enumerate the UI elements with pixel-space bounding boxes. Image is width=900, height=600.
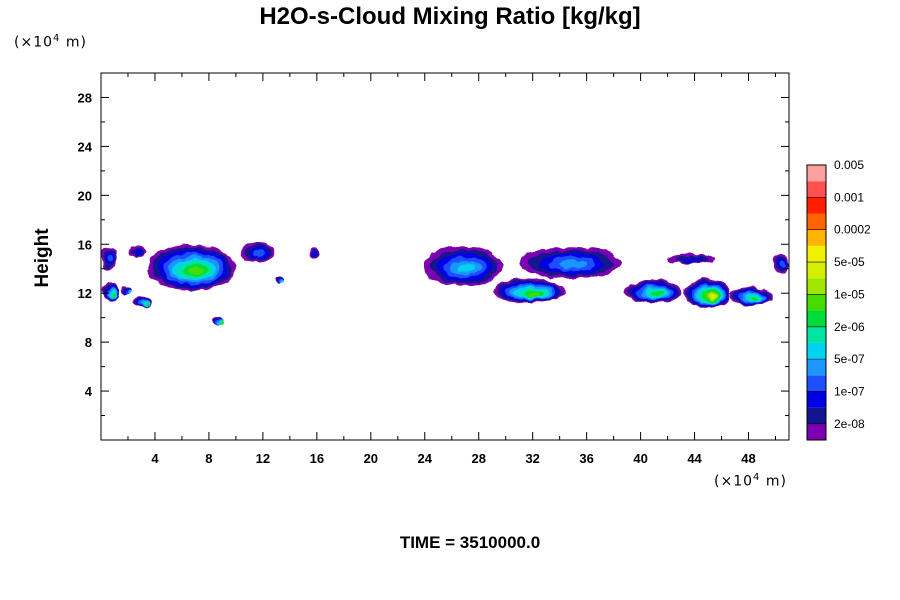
colorbar-label-3: 2e-06 [834,320,865,334]
colorbar-label-4: 1e-05 [834,287,865,301]
cloud-region-0 [101,246,118,269]
colorbar-label-1: 1e-07 [834,384,865,398]
contour-level-7 [751,297,760,301]
contour-level-2 [312,250,318,257]
x-axis-unit: (×104 m) [714,472,787,490]
contour-level-7 [112,293,117,298]
contour-level-5 [456,263,476,274]
colorbar: 2e-08 1e-07 5e-07 2e-06 1e-05 5e-05 0.0002 0.00… [806,158,871,441]
cloud-region-11 [683,278,730,308]
colorbar-swatch-9 [807,278,826,295]
colorbar-swatch-6 [807,326,826,343]
chart-title: H2O-s-Cloud Mixing Ratio [kg/kg] [259,3,641,30]
field-layer [101,241,789,325]
colorbar-label-6: 0.0002 [834,223,871,237]
colorbar-swatch-13 [807,213,826,230]
x-unit-prefix: (×10 [714,473,754,490]
x-tick-label-12: 12 [256,451,270,466]
x-tick-label-36: 36 [579,451,593,466]
contour-level-8 [527,291,540,296]
cloud-region-3 [239,241,276,263]
contour-level-3 [108,255,114,263]
contour-level-3 [779,261,786,269]
colorbar-swatch-10 [807,262,826,279]
contour-level-2 [134,249,143,255]
cloud-region-5 [423,246,504,286]
cloud-region-1 [127,245,147,257]
x-tick-label-48: 48 [741,451,755,466]
colorbar-swatch-8 [807,294,826,311]
x-tick-label-32: 32 [525,451,539,466]
y-tick-label-8: 8 [85,335,92,350]
colorbar-swatch-3 [807,375,826,392]
x-tick-label-4: 4 [151,451,159,466]
colorbar-swatch-2 [807,391,826,408]
contour-level-5 [127,290,131,293]
y-axis-unit: (×104 m) [14,33,87,51]
x-tick-label-28: 28 [471,451,485,466]
plot-frame [100,72,790,441]
x-tick-label-24: 24 [418,451,433,466]
colorbar-swatch-11 [807,245,826,263]
x-tick-label-44: 44 [687,451,702,466]
y-tick-label-12: 12 [78,286,92,301]
colorbar-swatch-14 [807,197,826,214]
y-tick-label-24: 24 [78,139,93,154]
x-tick-label-8: 8 [205,451,212,466]
x-unit-suffix: m) [760,473,787,490]
cloud-region-12 [729,287,773,306]
contour-level-8 [188,266,204,275]
colorbar-label-5: 5e-05 [834,255,865,269]
y-unit-prefix: (×10 [14,34,54,51]
colorbar-swatch-4 [807,359,826,376]
cloud-region-8 [772,254,789,274]
colorbar-swatch-0 [807,423,826,440]
colorbar-label-0: 2e-08 [834,417,865,431]
y-unit-exponent: 4 [53,33,61,44]
y-tick-label-4: 4 [85,384,93,399]
x-tick-label-40: 40 [633,451,647,466]
cloud-region-6 [519,246,622,279]
x-tick-label-20: 20 [364,451,378,466]
y-unit-suffix: m) [60,34,87,51]
colorbar-swatch-5 [807,342,826,360]
x-unit-exponent: 4 [753,472,761,483]
cloud-region-15 [212,316,225,325]
cloud-region-2 [146,244,236,291]
y-tick-label-16: 16 [78,237,92,252]
cloud-region-4 [308,246,320,259]
y-tick-label-20: 20 [78,188,92,203]
contour-level-7 [651,292,663,297]
cloud-region-10 [624,279,682,303]
y-tick-label-28: 28 [78,90,92,105]
cloud-region-9 [492,278,566,303]
contour-level-5 [280,280,284,283]
contour-level-4 [558,259,588,269]
contour-level-10 [709,295,716,300]
colorbar-swatch-1 [807,407,826,424]
contour-level-2 [682,257,704,262]
x-tick-label-16: 16 [310,451,324,466]
contour-level-3 [253,249,266,258]
colorbar-label-8: 0.005 [834,158,864,172]
cloud-region-17 [121,285,131,294]
cloud-region-16 [275,276,284,284]
colorbar-swatch-15 [807,181,826,198]
time-label: TIME = 3510000.0 [399,533,541,552]
colorbar-swatch-12 [807,229,826,246]
cloud-region-13 [101,283,120,302]
contour-level-7 [145,303,149,306]
colorbar-label-2: 5e-07 [834,352,865,366]
colorbar-swatch-7 [807,310,826,327]
colorbar-label-7: 0.001 [834,190,864,204]
cloud-region-14 [133,295,153,308]
colorbar-swatch-16 [807,165,826,182]
cloud-region-7 [667,254,717,264]
contour-level-8 [221,322,225,325]
